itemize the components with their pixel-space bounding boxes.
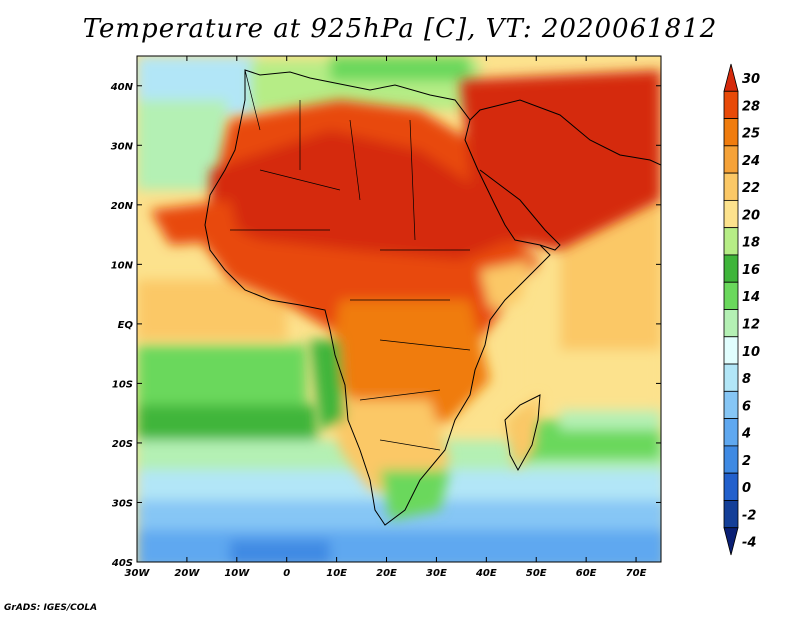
y-tick-label: 40S xyxy=(111,558,133,569)
temperature-field xyxy=(137,56,661,562)
y-tick-label: EQ xyxy=(118,320,134,331)
x-tick-label: 40E xyxy=(475,568,497,579)
colorbar-label: 20 xyxy=(742,208,760,223)
colorbar-label: 14 xyxy=(742,290,760,305)
x-tick-label: 0 xyxy=(283,568,290,579)
colorbar-segment xyxy=(723,227,739,256)
x-tick-label: 60E xyxy=(576,568,597,579)
colorbar-label: 10 xyxy=(742,345,760,360)
colorbar-label: 16 xyxy=(742,263,760,278)
colorbar-segment xyxy=(723,90,739,119)
colorbar-label: 8 xyxy=(742,372,751,387)
colorbar-label: 4 xyxy=(741,427,751,442)
axis-ticks xyxy=(136,56,661,563)
colorbar-label: -2 xyxy=(742,508,756,523)
colorbar-label: 0 xyxy=(742,481,751,496)
colorbar-segment xyxy=(723,309,739,338)
colorbar-segment xyxy=(723,118,739,147)
y-tick-label: 10N xyxy=(111,260,134,271)
x-tick-label: 30W xyxy=(125,568,151,579)
colorbar-label: 12 xyxy=(742,318,760,333)
x-tick-label: 20W xyxy=(174,568,200,579)
colorbar-label: -4 xyxy=(742,536,756,551)
colorbar-segment xyxy=(723,390,739,420)
colorbar-segment xyxy=(723,172,739,201)
colorbar-segment xyxy=(723,363,739,392)
colorbar-segment xyxy=(723,472,739,501)
x-tick-label: 20E xyxy=(376,568,397,579)
x-tick-label: 70E xyxy=(626,568,647,579)
y-tick-label: 10S xyxy=(112,379,133,390)
colorbar-label: 25 xyxy=(742,127,760,142)
colorbar-label: 6 xyxy=(742,399,751,414)
colorbar-label: 30 xyxy=(742,72,760,87)
x-tick-label: 30E xyxy=(426,568,447,579)
colorbar-label: 24 xyxy=(742,154,760,169)
coastlines xyxy=(204,69,661,526)
colorbar-segment xyxy=(723,527,739,556)
chart-title: Temperature at 925hPa [C], VT: 202006181… xyxy=(82,14,718,44)
x-axis-labels: 30W 20W 10W 0 10E 20E 30E 40E 50E 60E 70E xyxy=(125,568,647,579)
colorbar-segment xyxy=(723,336,739,365)
y-tick-label: 20N xyxy=(111,201,134,212)
y-tick-label: 20S xyxy=(112,439,133,450)
colorbar-segment xyxy=(723,500,739,529)
colorbar-segment xyxy=(723,199,739,229)
y-tick-label: 30S xyxy=(112,498,133,509)
plot-frame xyxy=(136,55,662,563)
colorbar-segment xyxy=(723,63,739,92)
colorbar-segment xyxy=(723,254,739,283)
credit-text: GrADS: IGES/COLA xyxy=(4,603,98,613)
y-axis-labels: 40N 30N 20N 10N EQ 10S 20S 30S 40S xyxy=(110,82,134,569)
colorbar-segment xyxy=(723,281,739,310)
x-tick-label: 10W xyxy=(224,568,250,579)
colorbar-label: 28 xyxy=(742,99,760,114)
colorbar-segment xyxy=(723,418,739,447)
colorbar-label: 18 xyxy=(742,236,760,251)
colorbar-segment xyxy=(723,145,739,174)
colorbar-segment xyxy=(723,445,739,474)
colorbar-label: 22 xyxy=(742,181,760,196)
x-tick-label: 10E xyxy=(326,568,347,579)
colorbar-label: 2 xyxy=(742,454,751,469)
y-tick-label: 40N xyxy=(110,82,134,93)
y-tick-label: 30N xyxy=(111,141,134,152)
x-tick-label: 50E xyxy=(526,568,547,579)
